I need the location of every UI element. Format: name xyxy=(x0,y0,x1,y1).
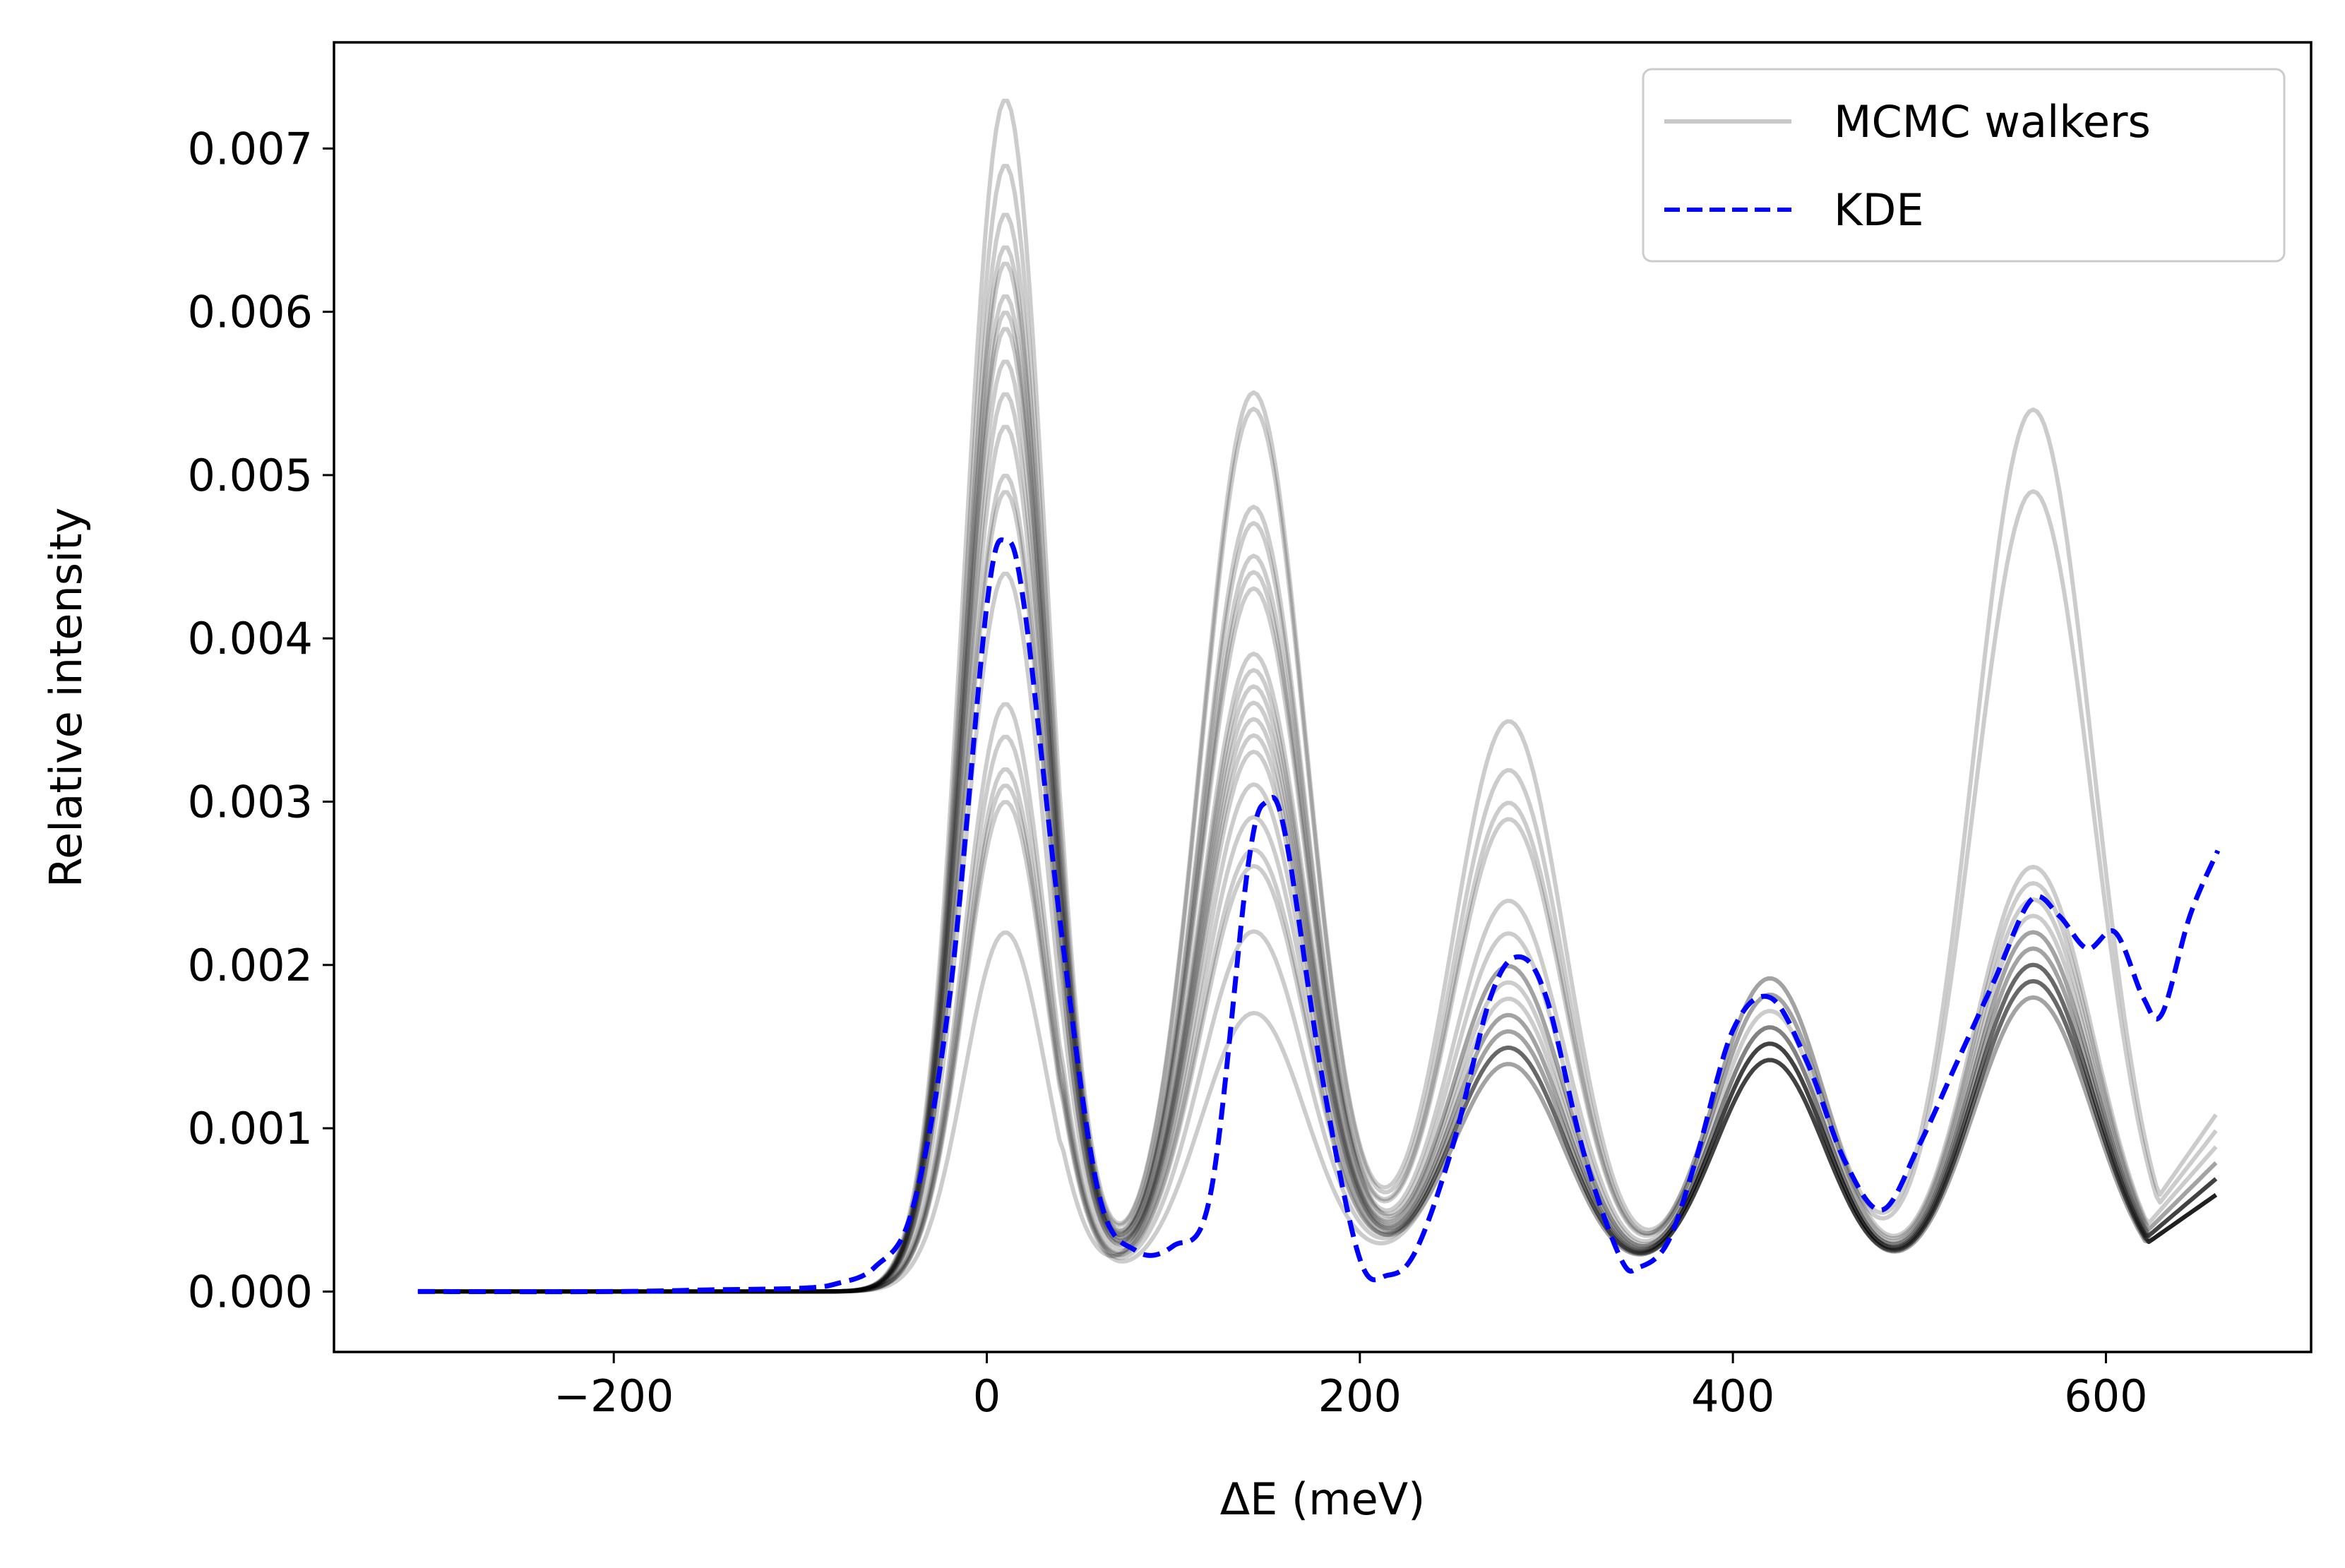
mcmc-walker-line xyxy=(417,800,2218,1294)
kde-line xyxy=(417,537,2221,1295)
y-tick-label: 0.007 xyxy=(188,123,314,174)
mcmc-walker-line xyxy=(417,734,2218,1294)
plot-frame xyxy=(333,41,2313,1353)
x-tick-label: 0 xyxy=(973,1370,1001,1422)
legend-walkers-label: MCMC walkers xyxy=(1834,96,2151,148)
mcmc-walker-line xyxy=(417,392,2218,1294)
kde-series xyxy=(417,537,2221,1295)
x-tick-label: −200 xyxy=(554,1370,674,1422)
mcmc-walker-line xyxy=(417,213,2218,1294)
y-tick-label: 0.006 xyxy=(188,287,314,338)
mcmc-walker-line xyxy=(417,359,2218,1294)
x-tick-label: 400 xyxy=(1691,1370,1774,1422)
mcmc-walker-line xyxy=(417,294,2218,1294)
mcmc-walker-line xyxy=(417,767,2218,1294)
x-axis-ticks: −200 0 200 400 600 xyxy=(554,1352,2148,1422)
mcmc-walker-line xyxy=(417,784,2218,1294)
mcmc-walker-line xyxy=(417,245,2218,1294)
mcmc-walker-line xyxy=(417,424,2218,1294)
y-tick-label: 0.001 xyxy=(188,1103,314,1154)
y-axis-ticks: 0.000 0.001 0.002 0.003 0.004 0.005 0.006 0.007 xyxy=(188,123,334,1317)
y-tick-label: 0.000 xyxy=(188,1266,314,1317)
x-axis-label: ΔE (meV) xyxy=(1220,1473,1426,1525)
legend-box xyxy=(1642,68,2286,263)
legend-kde-label: KDE xyxy=(1834,184,1924,236)
legend: MCMC walkers KDE xyxy=(1642,68,2286,263)
y-tick-label: 0.003 xyxy=(188,777,314,828)
mcmc-walker-line xyxy=(417,571,2218,1294)
y-tick-label: 0.002 xyxy=(188,940,314,991)
y-tick-label: 0.004 xyxy=(188,613,314,664)
y-axis-label: Relative intensity xyxy=(40,508,92,888)
mcmc-walkers-series xyxy=(417,98,2218,1294)
x-tick-label: 600 xyxy=(2064,1370,2147,1422)
mcmc-walker-line xyxy=(417,749,2218,1294)
mcmc-walker-line xyxy=(417,327,2218,1294)
y-tick-label: 0.005 xyxy=(188,450,314,501)
mcmc-walker-line xyxy=(417,98,2218,1294)
mcmc-walker-line xyxy=(417,261,2218,1294)
mcmc-walker-line xyxy=(417,474,2218,1294)
mcmc-walker-line xyxy=(417,490,2218,1294)
mcmc-walker-line xyxy=(417,164,2218,1294)
x-tick-label: 200 xyxy=(1318,1370,1402,1422)
mcmc-walker-line xyxy=(417,311,2218,1294)
